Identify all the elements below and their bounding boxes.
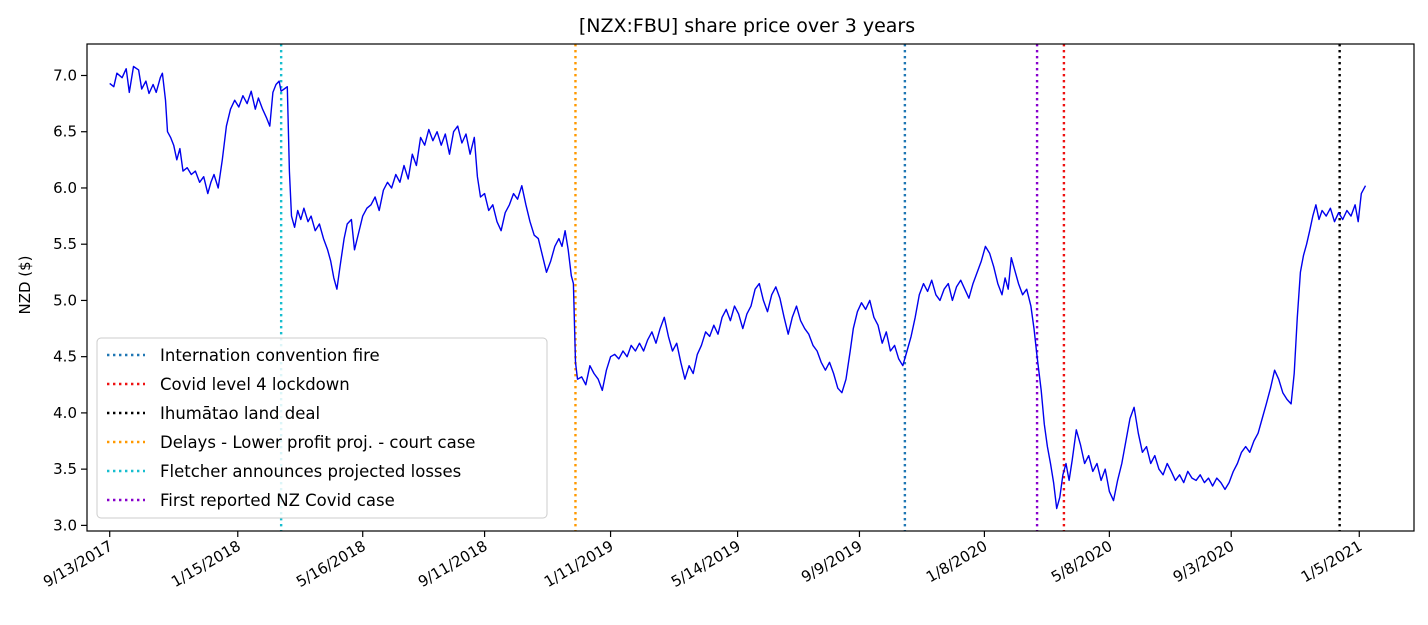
y-tick-label: 6.5 [53,123,77,141]
x-tick-label: 1/15/2018 [168,537,244,591]
legend-entry: Delays - Lower profit proj. - court case [160,433,475,452]
y-tick-label: 3.5 [53,460,77,478]
legend: Internation convention fire Covid level 4… [96,337,548,519]
series-layer [109,65,1367,510]
chart-title: [NZX:FBU] share price over 3 years [579,15,915,37]
y-tick-label: 7.0 [53,66,77,84]
legend-box [96,337,548,519]
x-tick-label: 9/13/2017 [40,537,116,591]
x-tick-label: 1/5/2021 [1298,537,1365,586]
plot-frame [86,43,1415,532]
x-tick-label: 9/11/2018 [415,537,491,591]
x-tick-label: 9/9/2019 [798,537,865,586]
y-axis-label: NZD ($) [16,255,34,314]
legend-entry: Fletcher announces projected losses [160,462,461,481]
legend-entry: First reported NZ Covid case [160,491,395,510]
x-tick-label: 5/14/2019 [668,537,744,591]
y-tick-label: 6.0 [53,179,77,197]
x-tick-label: 1/8/2020 [923,537,990,586]
y-axis-ticks: 3.0 3.5 4.0 4.5 5.0 5.5 6.0 6.5 7.0 [53,66,87,534]
y-tick-label: 4.5 [53,348,77,366]
x-axis-ticks: 9/13/2017 1/15/2018 5/16/2018 9/11/2018 1/11… [40,531,1365,591]
x-tick-label: 1/11/2019 [541,537,617,591]
y-tick-label: 3.0 [53,516,77,534]
y-tick-label: 5.5 [53,235,77,253]
price-line [109,65,1367,510]
x-tick-label: 9/3/2020 [1170,537,1237,586]
x-tick-label: 5/16/2018 [293,537,369,591]
y-tick-label: 4.0 [53,404,77,422]
y-tick-label: 5.0 [53,291,77,309]
legend-entry: Ihumātao land deal [160,404,320,423]
legend-entry: Internation convention fire [160,346,380,365]
x-tick-label: 5/8/2020 [1048,537,1115,586]
legend-entry: Covid level 4 lockdown [160,375,350,394]
